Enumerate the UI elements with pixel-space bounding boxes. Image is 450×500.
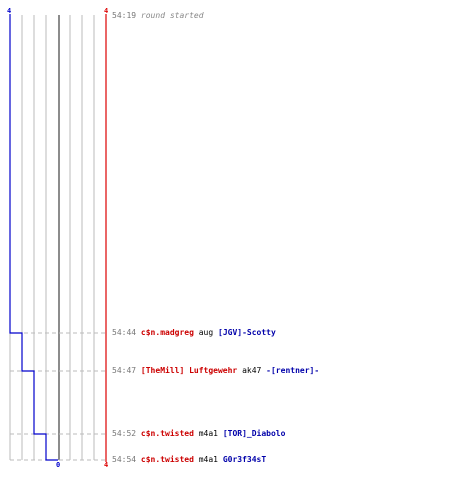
victim-name: G0r3f34sT [222, 455, 267, 464]
weapon-name: m4a1 [198, 429, 218, 438]
killer-name: [TheMill] Luftgewehr [140, 366, 238, 375]
blue-team-count-top: 4 [7, 7, 12, 15]
kill-event: 54:52 c$n.twisted m4a1 [TOR]_Diabolo [112, 429, 285, 439]
red-team-count-top: 4 [104, 7, 109, 15]
event-message: round started [140, 11, 204, 20]
killer-name: c$n.twisted [140, 429, 194, 438]
event-time: 54:19 [112, 11, 137, 20]
event-time: 54:54 [112, 455, 137, 464]
weapon-name: aug [198, 328, 214, 337]
weapon-name: ak47 [242, 366, 262, 375]
blue-team-count-bottom: 0 [56, 461, 61, 469]
victim-name: [TOR]_Diabolo [222, 429, 286, 438]
victim-name: [JGV]-Scotty [218, 328, 276, 337]
blue-team-line [9, 14, 58, 461]
event-time: 54:47 [112, 366, 137, 375]
event-time: 54:52 [112, 429, 137, 438]
killer-name: c$n.twisted [140, 455, 194, 464]
victim-name: -[rentner]- [266, 366, 320, 375]
event-time: 54:44 [112, 328, 137, 337]
killer-name: c$n.madgreg [140, 328, 194, 337]
kill-event: 54:44 c$n.madgreg aug [JGV]-Scotty [112, 328, 276, 338]
event-dash-lines [10, 332, 106, 461]
kill-event: 54:54 c$n.twisted m4a1 G0r3f34sT [112, 455, 266, 465]
event-round-start: 54:19 round started [112, 11, 204, 21]
weapon-name: m4a1 [198, 455, 218, 464]
grid-lines [9, 15, 95, 460]
kill-event: 54:47 [TheMill] Luftgewehr ak47 -[rentne… [112, 366, 319, 376]
red-team-count-bottom: 4 [104, 461, 109, 469]
